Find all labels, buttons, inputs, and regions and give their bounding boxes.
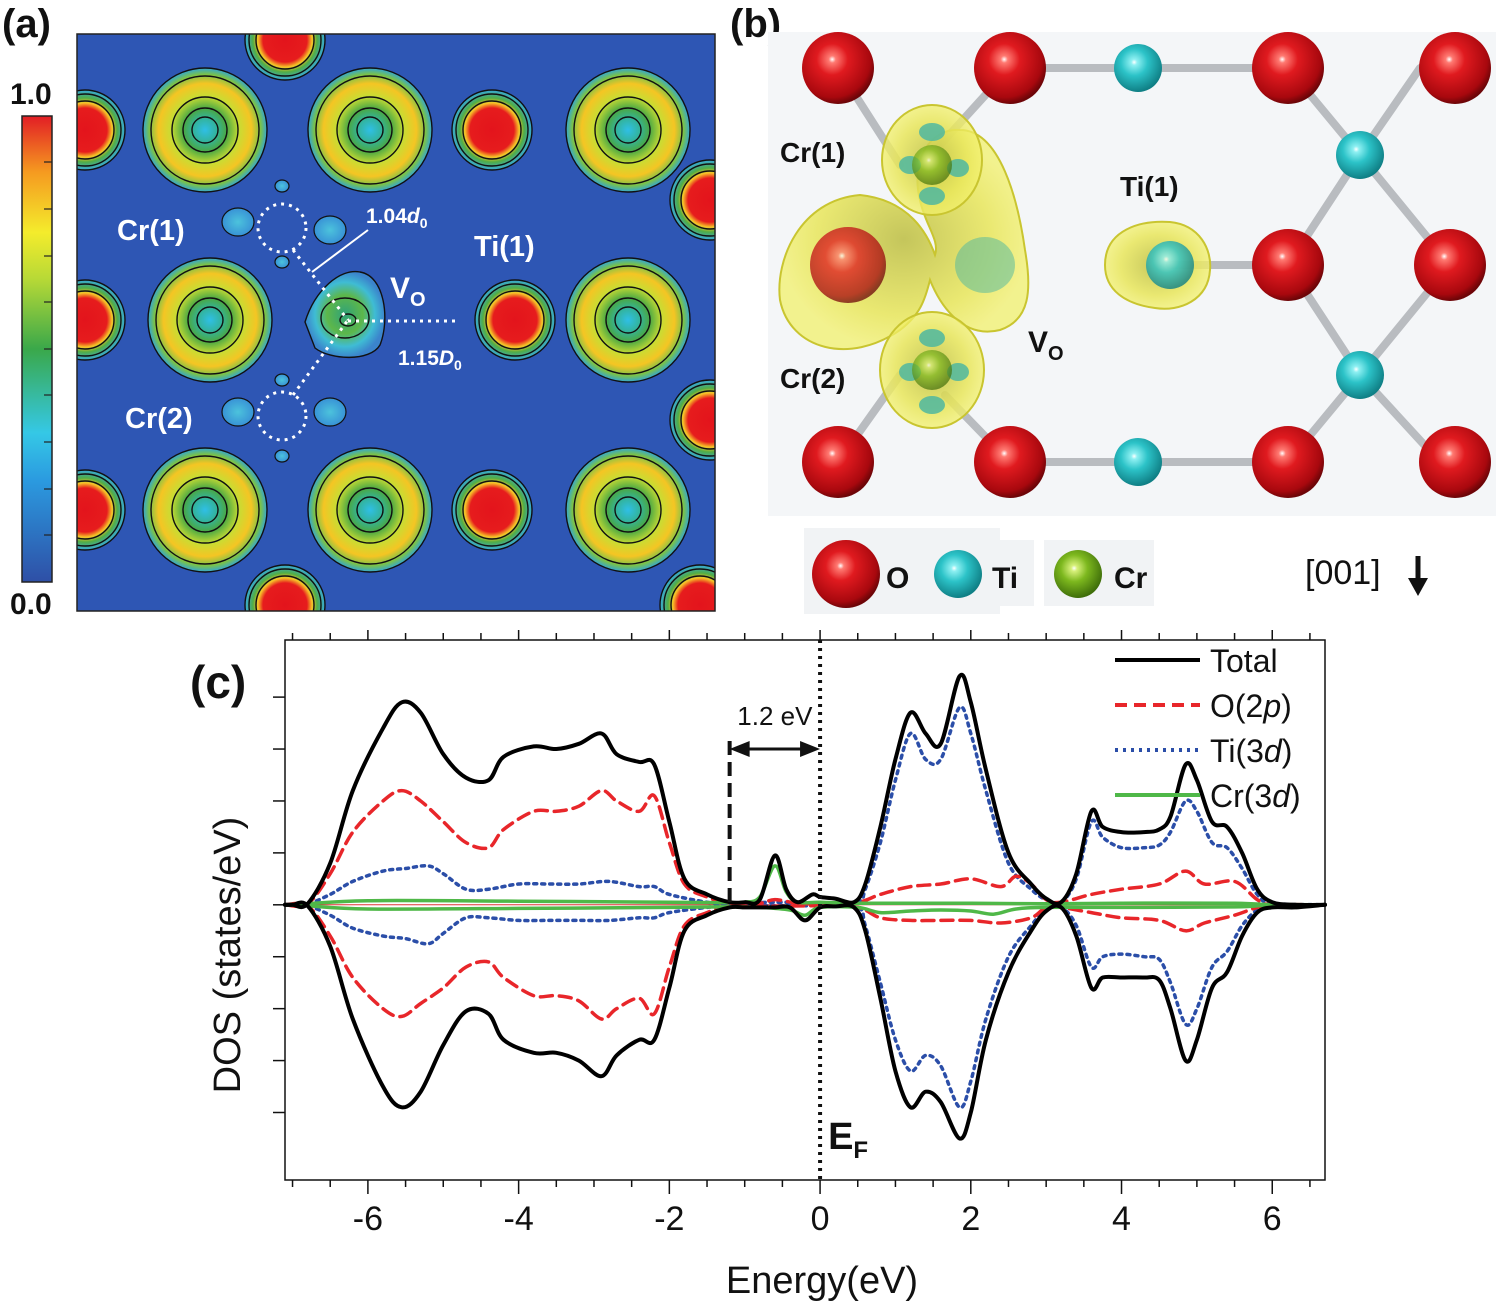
x-tick-label: 4 bbox=[1112, 1200, 1131, 1238]
legend-o-label: O bbox=[886, 562, 909, 595]
colorbar-max-label: 1.0 bbox=[10, 78, 52, 111]
panel-b-vo-main: V bbox=[1028, 326, 1048, 359]
x-tick-label: -4 bbox=[504, 1200, 534, 1238]
legend-label-part: p bbox=[1262, 688, 1281, 724]
panel-a-distance-long-symbol: D bbox=[439, 347, 454, 370]
panel-b-cr2-label: Cr(2) bbox=[780, 363, 845, 394]
distance-pointer-line bbox=[311, 229, 369, 273]
legend-ti-sphere bbox=[934, 550, 982, 598]
legend-label-part: O(2 bbox=[1210, 688, 1263, 724]
panel-a-label: (a) bbox=[2, 2, 51, 46]
fermi-level-label-sub: F bbox=[853, 1137, 868, 1164]
legend-label-part: ) bbox=[1281, 688, 1292, 724]
fermi-level-label: EF bbox=[828, 1116, 868, 1164]
gap-label: 1.2 eV bbox=[737, 701, 813, 731]
x-tick-label: 6 bbox=[1263, 1200, 1282, 1238]
panel-b-cr1-label: Cr(1) bbox=[780, 137, 845, 168]
legend-label-part: d bbox=[1272, 778, 1291, 814]
dos-ylabel: DOS (states/eV) bbox=[207, 817, 249, 1094]
x-tick-label: -2 bbox=[654, 1200, 684, 1238]
legend-label-part: ) bbox=[1290, 778, 1301, 814]
legend-o-sphere bbox=[812, 540, 880, 608]
legend-label: Total bbox=[1210, 643, 1278, 679]
gap-arrow-left-icon bbox=[729, 741, 750, 758]
panel-a-distance-short-symbol: d bbox=[407, 205, 421, 228]
panel-b-ti1-label: Ti(1) bbox=[1120, 171, 1179, 202]
dos-plot-frame bbox=[284, 639, 1326, 1181]
direction-label: [001] bbox=[1305, 554, 1381, 592]
legend-label: O(2p) bbox=[1210, 688, 1292, 724]
series-cr-3d-down bbox=[283, 902, 1327, 917]
atom-legend: O Ti Cr bbox=[804, 528, 1154, 614]
distance-guides bbox=[256, 202, 455, 442]
series-ti-3d-up bbox=[283, 705, 1327, 907]
panel-a-charge-density: 1.0 0.0 bbox=[10, 33, 716, 621]
dos-xlabel: Energy(eV) bbox=[726, 1260, 918, 1302]
panel-a-distance-long-value: 1.15 bbox=[398, 347, 439, 370]
legend-cr-label: Cr bbox=[1114, 562, 1148, 595]
panel-a-distance-long: 1.15D0 bbox=[398, 347, 462, 373]
legend-ti-label: Ti bbox=[992, 562, 1018, 595]
direction-arrow-icon bbox=[1408, 556, 1428, 596]
charge-density-map bbox=[77, 34, 715, 611]
fermi-level-label-main: E bbox=[828, 1116, 853, 1158]
panel-b-structure: Cr(1) Cr(2) Ti(1) VO O Ti Cr [001] bbox=[768, 32, 1496, 614]
series-total-down bbox=[283, 900, 1327, 1141]
panel-a-distance-short-sub: 0 bbox=[420, 215, 428, 231]
panel-b-vo-sub: O bbox=[1048, 343, 1064, 365]
gap-arrow-right-icon bbox=[800, 741, 821, 758]
panel-a-distance-long-sub: 0 bbox=[454, 357, 462, 373]
cr-neighborhood-blobs bbox=[221, 179, 347, 463]
legend-label: Ti(3d) bbox=[1210, 733, 1292, 769]
panel-a-distance-short: 1.04d0 bbox=[366, 205, 428, 231]
map-frame bbox=[76, 33, 716, 612]
o-density-blobs bbox=[77, 34, 715, 611]
panel-a-ti1-label: Ti(1) bbox=[474, 231, 535, 263]
panel-a-vo-label: VO bbox=[390, 272, 426, 311]
panel-c-label: (c) bbox=[190, 656, 247, 708]
colorbar-min-label: 0.0 bbox=[10, 588, 52, 621]
series-o-2p-up bbox=[283, 788, 1327, 909]
legend-label-part: ) bbox=[1282, 733, 1293, 769]
x-tick-label: -6 bbox=[353, 1200, 383, 1238]
panel-a-cr2-label: Cr(2) bbox=[125, 403, 193, 435]
legend-label-part: d bbox=[1264, 733, 1283, 769]
dos-series-group bbox=[283, 672, 1327, 1141]
series-total-up bbox=[283, 672, 1327, 910]
colorbar-ticks bbox=[44, 161, 52, 536]
legend-label-part: Ti(3 bbox=[1210, 733, 1264, 769]
legend-cr-sphere bbox=[1054, 550, 1102, 598]
x-tick-label: 0 bbox=[811, 1200, 830, 1238]
panel-a-vo-sub: O bbox=[410, 289, 426, 311]
dos-chart: -6 -4 -2 0 2 4 6 EF1.2 eVTotalO(2p)Ti(3d)Cr(3d… bbox=[207, 630, 1327, 1302]
x-tick-label: 2 bbox=[961, 1200, 980, 1238]
oxygen-atoms bbox=[802, 32, 1491, 498]
legend-label-part: Cr(3 bbox=[1210, 778, 1272, 814]
ti-density-blobs bbox=[142, 67, 691, 573]
panel-b-vo-label: VO bbox=[1028, 326, 1064, 365]
titanium-atoms bbox=[1114, 44, 1384, 486]
legend-label: Cr(3d) bbox=[1210, 778, 1301, 814]
panel-a-cr1-label: Cr(1) bbox=[117, 215, 185, 247]
series-ti-3d-down bbox=[283, 902, 1327, 1110]
panel-a-distance-short-value: 1.04 bbox=[366, 205, 407, 228]
chromium-atoms bbox=[912, 145, 952, 390]
panel-a-vo-main: V bbox=[390, 272, 410, 305]
